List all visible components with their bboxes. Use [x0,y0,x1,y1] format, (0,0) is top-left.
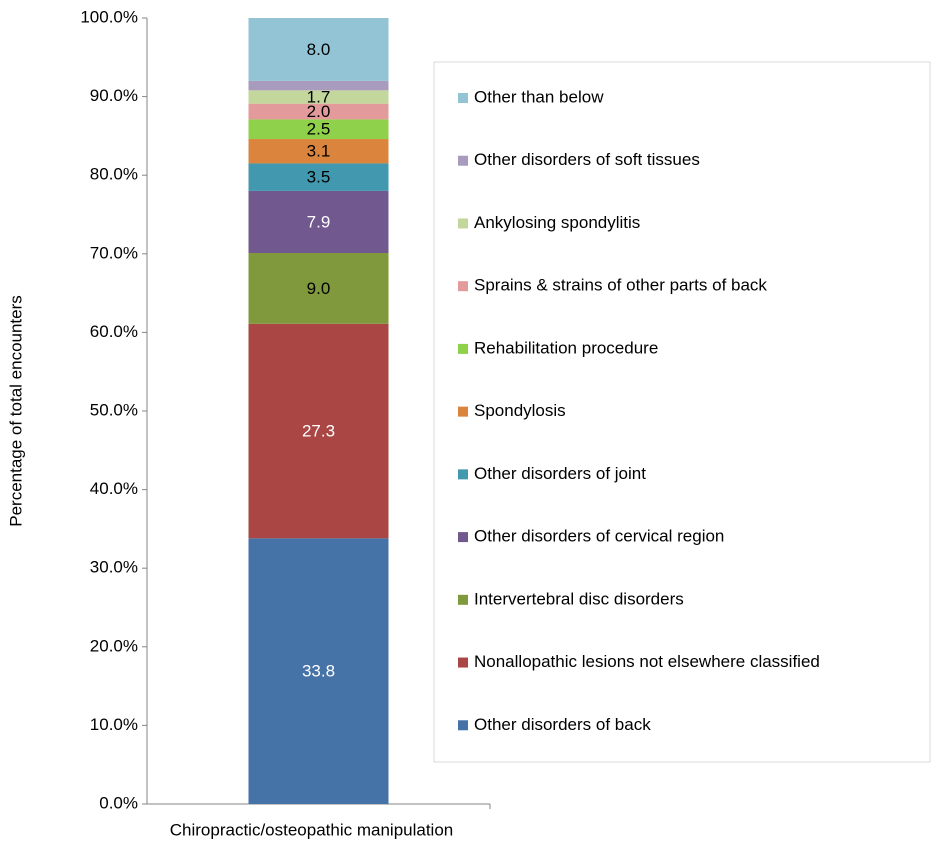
legend-label: Nonallopathic lesions not elsewhere clas… [474,652,820,671]
data-label: 3.1 [307,142,331,161]
legend-label: Other disorders of back [474,715,651,734]
bar-segment [248,139,389,164]
legend-swatch [458,281,468,292]
data-label: 8.0 [307,40,331,59]
legend-swatch [458,406,468,417]
legend-label: Other than below [474,87,604,106]
legend-label: Rehabilitation procedure [474,338,658,357]
legend-swatch [458,532,468,543]
y-tick-label: 10.0% [90,715,138,734]
y-tick-label: 50.0% [90,400,138,419]
bar-segment [248,90,389,104]
legend-label: Other disorders of soft tissues [474,150,700,169]
legend-swatch [458,657,468,668]
legend-swatch [458,469,468,480]
data-label: 2.5 [307,120,331,139]
data-label: 2.0 [307,102,331,121]
bar-segment [248,163,389,191]
legend-swatch [458,720,468,731]
legend-label: Ankylosing spondylitis [474,213,640,232]
x-tick-label: Chiropractic/osteopathic manipulation [170,820,454,839]
legend-swatch [458,93,468,103]
bar-segment [248,323,389,539]
y-tick-label: 100.0% [80,7,138,26]
legend-box [433,61,931,763]
data-label: 3.5 [307,168,331,187]
legend-swatch [458,218,468,229]
data-label: 7.9 [307,212,331,231]
y-tick-label: 40.0% [90,479,138,498]
data-label: 33.8 [302,662,335,681]
legend-label: Intervertebral disc disorders [474,589,684,608]
y-tick-label: 90.0% [90,86,138,105]
legend-swatch [458,343,468,354]
y-tick-label: 60.0% [90,322,138,341]
y-axis-label: Percentage of total encounters [6,295,25,527]
data-label: 1.7 [307,87,331,106]
bar-segment [248,538,389,804]
bar-segment [248,103,389,120]
legend-label: Other disorders of joint [474,464,646,483]
y-tick-label: 20.0% [90,636,138,655]
bar-segment [248,119,389,140]
legend-swatch [458,155,468,166]
bar-segment [248,253,389,324]
legend-label: Other disorders of cervical region [474,527,724,546]
y-tick-label: 70.0% [90,243,138,262]
y-tick-label: 0.0% [99,793,138,812]
bar-segment [248,190,389,254]
legend-swatch [458,594,468,605]
bar-segment [248,80,389,91]
legend-label: Sprains & strains of other parts of back [474,276,767,295]
y-tick-label: 30.0% [90,558,138,577]
legend-label: Spondylosis [474,401,566,420]
data-label: 27.3 [302,422,335,441]
bar-segment [248,18,389,81]
y-tick-label: 80.0% [90,165,138,184]
data-label: 9.0 [307,279,331,298]
